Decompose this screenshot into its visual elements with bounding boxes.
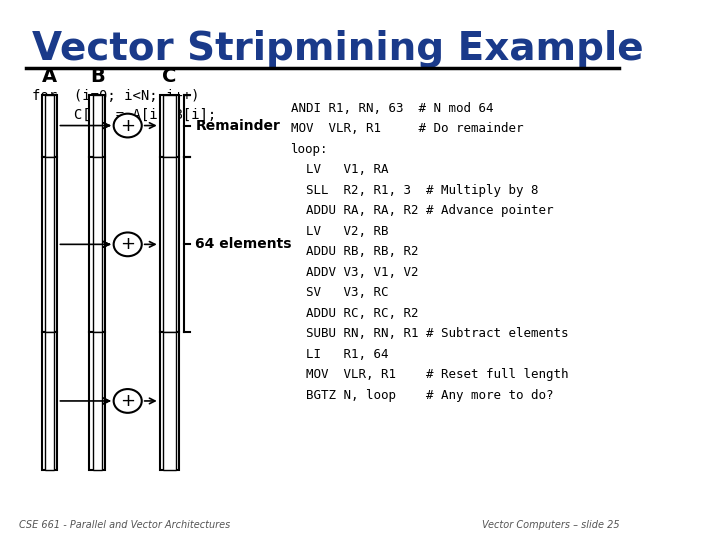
Bar <box>163 157 176 332</box>
Text: 64 elements: 64 elements <box>195 238 292 251</box>
Text: SUBU RN, RN, R1 # Subtract elements: SUBU RN, RN, R1 # Subtract elements <box>290 327 568 340</box>
Bar <box>89 332 105 470</box>
Circle shape <box>114 114 142 137</box>
Text: C: C <box>162 68 176 86</box>
Bar <box>93 157 102 332</box>
Bar <box>89 94 105 157</box>
Bar <box>160 332 179 470</box>
Bar <box>160 157 179 332</box>
Circle shape <box>114 232 142 256</box>
Text: SV   V3, RC: SV V3, RC <box>290 286 388 299</box>
Text: Vector Computers – slide 25: Vector Computers – slide 25 <box>482 520 619 530</box>
Bar <box>45 94 54 157</box>
Text: for  (i=0; i<N; i++): for (i=0; i<N; i++) <box>32 89 199 103</box>
Text: ADDU RC, RC, R2: ADDU RC, RC, R2 <box>290 307 418 320</box>
Text: B: B <box>90 68 104 86</box>
Circle shape <box>114 389 142 413</box>
Bar <box>42 332 58 470</box>
Text: MOV  VLR, R1     # Do remainder: MOV VLR, R1 # Do remainder <box>290 122 523 135</box>
Text: ADDU RA, RA, R2 # Advance pointer: ADDU RA, RA, R2 # Advance pointer <box>290 204 553 217</box>
Text: ADDU RB, RB, R2: ADDU RB, RB, R2 <box>290 245 418 258</box>
Text: BGTZ N, loop    # Any more to do?: BGTZ N, loop # Any more to do? <box>290 389 553 402</box>
Text: ANDI R1, RN, 63  # N mod 64: ANDI R1, RN, 63 # N mod 64 <box>290 102 493 114</box>
Bar <box>93 332 102 470</box>
Bar <box>42 157 58 332</box>
Text: MOV  VLR, R1    # Reset full length: MOV VLR, R1 # Reset full length <box>290 368 568 381</box>
Text: +: + <box>120 235 135 253</box>
Bar <box>45 332 54 470</box>
Text: loop:: loop: <box>290 143 328 156</box>
Text: LV   V2, RB: LV V2, RB <box>290 225 388 238</box>
Text: ADDV V3, V1, V2: ADDV V3, V1, V2 <box>290 266 418 279</box>
Bar <box>163 332 176 470</box>
Bar <box>45 157 54 332</box>
Text: +: + <box>120 117 135 134</box>
Bar <box>89 157 105 332</box>
Bar <box>93 94 102 157</box>
Text: C[i] = A[i]+B[i];: C[i] = A[i]+B[i]; <box>32 108 216 122</box>
Text: +: + <box>120 392 135 410</box>
Bar <box>42 94 58 157</box>
Text: Remainder: Remainder <box>195 119 280 132</box>
Bar <box>160 94 179 157</box>
Text: LV   V1, RA: LV V1, RA <box>290 163 388 176</box>
Text: Vector Stripmining Example: Vector Stripmining Example <box>32 30 644 68</box>
Text: LI   R1, 64: LI R1, 64 <box>290 348 388 361</box>
Text: CSE 661 - Parallel and Vector Architectures: CSE 661 - Parallel and Vector Architectu… <box>19 520 230 530</box>
Bar <box>163 94 176 157</box>
Text: A: A <box>42 68 57 86</box>
Text: SLL  R2, R1, 3  # Multiply by 8: SLL R2, R1, 3 # Multiply by 8 <box>290 184 538 197</box>
